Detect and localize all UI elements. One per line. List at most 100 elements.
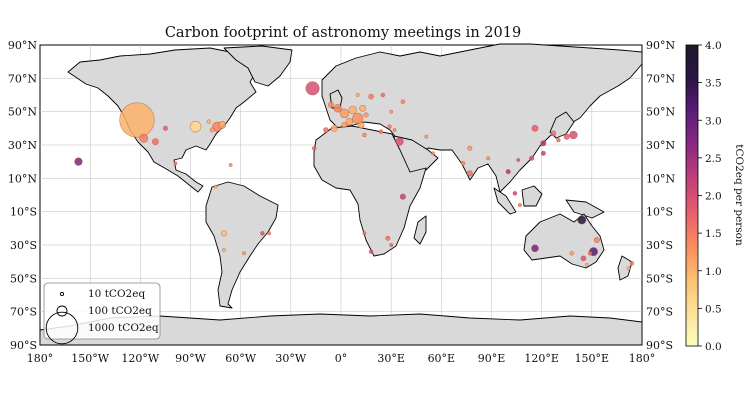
legend-label-100: 100 tCO2eq [88,305,152,317]
y-tick-label-right: 90°N [646,39,675,52]
meeting-marker [569,130,578,140]
y-tick-label-left: 10°N [8,172,37,185]
meeting-marker [529,155,535,161]
x-tick-label: 90°W [175,352,206,365]
land-borneo [521,185,543,207]
y-tick-label-right: 50°N [646,106,675,119]
meeting-marker [563,133,570,140]
meeting-markers [74,81,635,271]
y-tick-label-right: 70°N [646,72,675,85]
y-tick-label-left: 70°N [8,72,37,85]
meeting-marker [593,236,600,244]
y-tick-label-left: 50°S [10,272,37,285]
y-tick-label-left: 90°S [10,339,37,352]
meeting-marker [569,251,575,256]
x-tick-label: 60°E [428,352,456,365]
meeting-marker [242,251,246,256]
meeting-marker [173,161,178,166]
colorbar-tick-label: 0.5 [705,303,722,315]
meeting-marker [486,156,491,161]
meeting-marker [431,151,435,156]
meeting-marker [327,101,335,109]
meeting-marker [380,92,386,98]
landmasses [39,43,643,346]
meeting-marker [629,261,635,266]
meeting-marker [323,127,329,133]
meeting-marker [359,104,367,112]
y-tick-label-right: 10°S [646,206,673,219]
meeting-marker [580,255,587,262]
meeting-marker [626,266,631,271]
y-tick-label-left: 10°S [10,206,37,219]
colorbar-tick-label: 1.5 [705,228,722,240]
legend-label-1000: 1000 tCO2eq [88,322,159,334]
meeting-marker [540,150,546,156]
meeting-marker [209,127,215,133]
meeting-marker [260,231,265,236]
colorbar-tick-label: 2.0 [705,191,722,203]
land-africa [313,125,427,257]
x-tick-label: 30°W [275,352,306,365]
meeting-marker [378,129,384,134]
y-tick-label-left: 90°N [8,39,37,52]
colorbar-ticks: 0.0 0.5 1.0 1.5 2.0 2.5 3.0 3.5 4.0 [698,40,722,353]
legend-marker-1000 [45,311,79,345]
meeting-marker [341,121,348,129]
x-tick-label: 30°E [377,352,405,365]
y-tick-label-right: 70°S [646,306,673,319]
y-tick-labels-left: 90°N 70°N 50°N 30°N 10°N 10°S 30°S 50°S 70°S 90°S [8,39,37,352]
meeting-marker [218,121,227,129]
meeting-marker [389,109,394,114]
land-north-america [67,47,257,193]
y-tick-label-right: 30°S [646,239,673,252]
meeting-marker [467,145,473,151]
meeting-marker [584,263,589,267]
land-madagascar [413,215,427,245]
colorbar-tick-label: 1.0 [705,266,722,278]
meeting-marker [577,215,587,225]
colorbar-tick-label: 3.0 [705,115,722,127]
x-tick-label: 90°E [478,352,506,365]
land-new-zealand [617,255,633,281]
meeting-marker [312,146,317,151]
colorbar-tick-label: 2.5 [705,153,722,165]
meeting-marker [206,119,212,124]
meeting-marker [339,108,350,119]
meeting-marker [587,251,593,256]
meeting-marker [305,81,320,96]
y-tick-label-right: 10°N [646,172,675,185]
land-australia [523,213,605,269]
meeting-marker [395,137,404,146]
meeting-marker [352,112,364,124]
meeting-marker [357,121,365,129]
x-tick-label: 60°W [225,352,256,365]
meeting-marker [392,128,397,132]
meeting-marker [362,132,367,138]
meeting-marker [74,157,83,166]
meeting-marker [333,104,342,113]
meeting-marker [267,231,271,236]
y-tick-label-right: 50°S [646,272,673,285]
y-tick-label-right: 90°S [646,339,673,352]
x-tick-label: 150°E [575,352,610,365]
x-tick-label: 0° [335,352,348,365]
colorbar: 0.0 0.5 1.0 1.5 2.0 2.5 3.0 3.5 4.0 tCO2eq per p… [685,40,744,353]
meeting-marker [531,244,539,253]
x-tick-label: 150°W [71,352,109,365]
chart-title: Carbon footprint of astronomy meetings i… [165,25,521,41]
meeting-marker [424,134,429,139]
meeting-marker [387,124,392,129]
meeting-marker [222,248,226,252]
meeting-marker [189,120,202,133]
colorbar-tick-label: 3.5 [705,78,722,90]
y-tick-label-left: 50°N [8,106,37,119]
meeting-marker [119,102,155,138]
meeting-marker [399,193,406,200]
colorbar-label: tCO2eq per person [733,144,744,246]
x-tick-label: 120°E [524,352,559,365]
meeting-marker [348,105,357,115]
land-greenland [223,45,293,87]
land-new-guinea [565,199,605,219]
colorbar-gradient [685,44,699,347]
land-sumatra [493,187,517,215]
